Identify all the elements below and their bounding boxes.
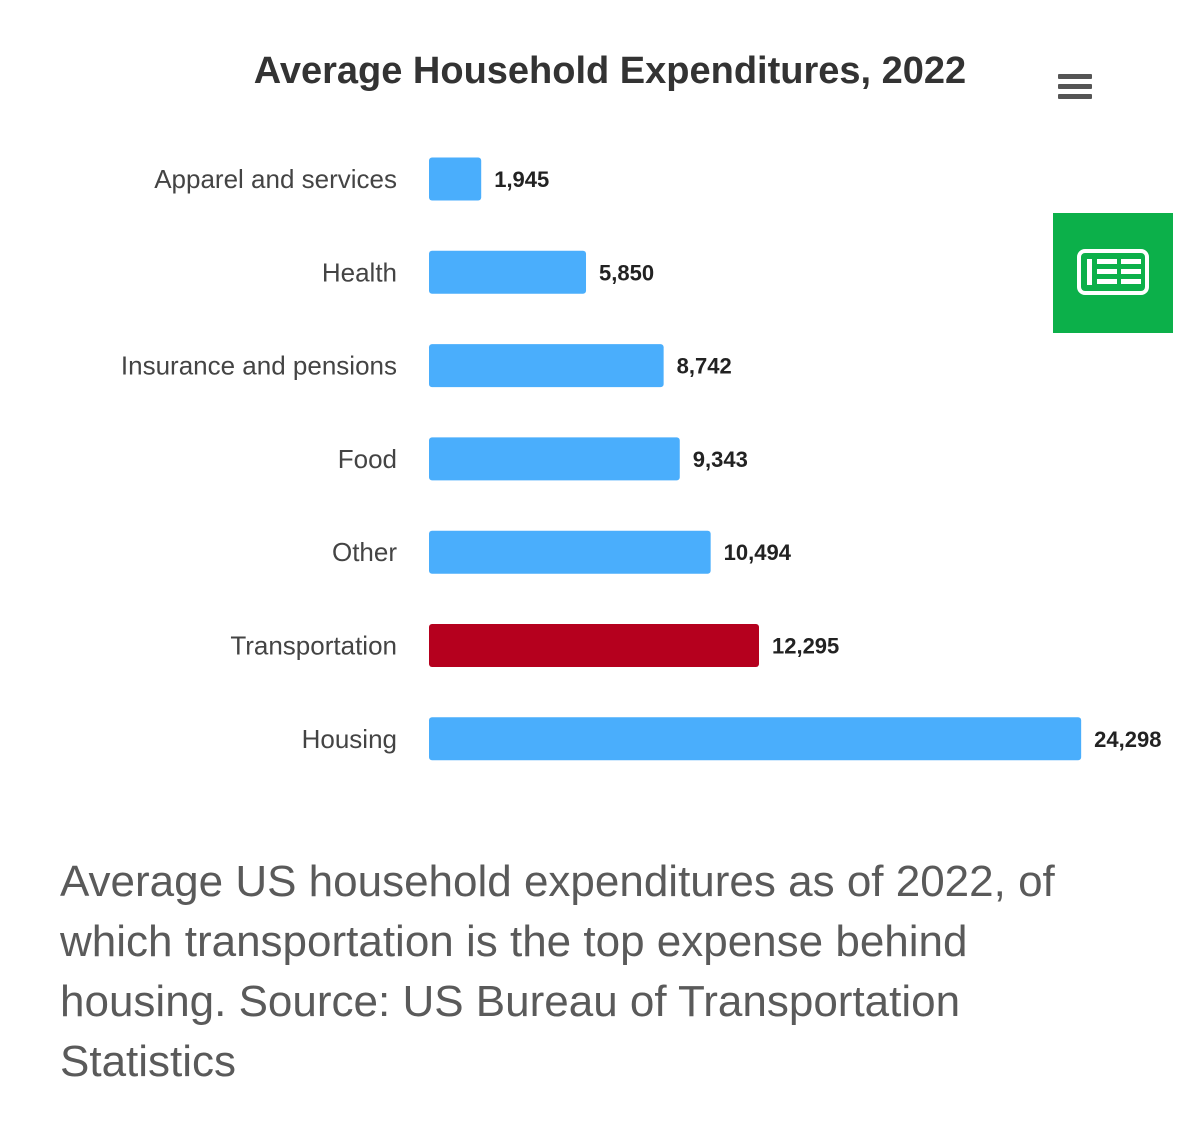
bar[interactable] [429,624,759,667]
data-label: 24,298 [1094,727,1161,752]
bar[interactable] [429,250,587,294]
data-label: 8,742 [677,354,732,379]
bar[interactable] [429,717,1082,761]
category-label: Other [332,537,397,567]
newspaper-icon [1077,249,1149,295]
data-label: 12,295 [772,634,839,659]
data-label: 1,945 [494,167,549,192]
bar[interactable] [429,530,711,574]
data-label: 9,343 [693,447,748,472]
figure-caption: Average US household expenditures as of … [60,857,1055,1086]
data-label: 5,850 [599,260,654,285]
bar[interactable] [429,157,482,201]
category-label: Health [322,257,397,287]
category-label: Insurance and pensions [121,351,397,381]
chart-menu-button[interactable] [1052,68,1096,108]
chart-title: Average Household Expenditures, 2022 [253,50,967,92]
bar[interactable] [429,437,680,481]
hamburger-menu-icon [1058,74,1092,79]
bar[interactable] [429,344,664,388]
category-label: Housing [302,724,397,754]
hamburger-menu-icon-bar [1058,84,1092,89]
bar-chart: Apparel and services 1,945 Health 5,850 Insu… [121,157,1161,761]
newspaper-badge-button[interactable] [1053,213,1173,333]
category-label: Apparel and services [154,164,397,194]
category-label: Food [338,444,397,474]
category-label: Transportation [230,631,397,661]
chart-container: Average Household Expenditures, 2022 App… [121,50,1173,761]
hamburger-menu-icon-bar [1058,94,1092,99]
data-label: 10,494 [724,540,792,565]
